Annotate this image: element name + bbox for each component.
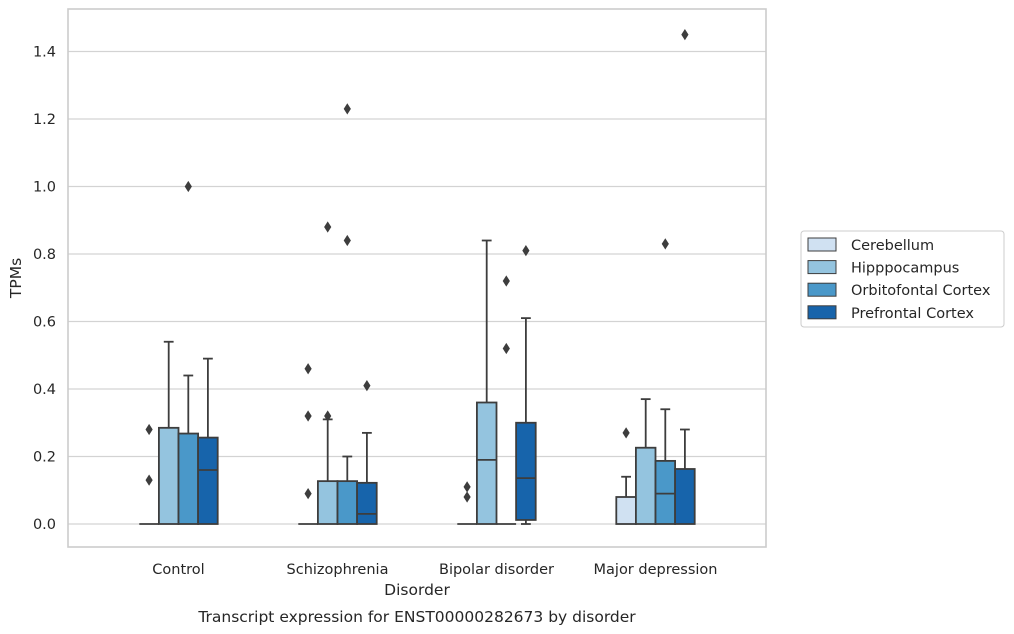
- legend-label: Prefrontal Cortex: [851, 306, 974, 322]
- outlier-point: [502, 275, 510, 287]
- legend-swatch: [807, 260, 837, 275]
- box-body: [615, 496, 637, 525]
- box-orbitofontal-cortex: [654, 238, 677, 525]
- outlier-point: [343, 103, 351, 115]
- box-body: [475, 401, 498, 525]
- box-hipppocampus: [635, 398, 657, 525]
- box-body: [356, 481, 378, 525]
- y-tick-label: 1.4: [33, 45, 56, 61]
- legend: Cerebellum Hipppocampus Orbitofontal Corte…: [800, 230, 1005, 328]
- y-tick-label: 0.6: [33, 315, 56, 331]
- legend-item: Cerebellum: [807, 237, 934, 254]
- box-body: [197, 436, 219, 525]
- legend-item: Prefrontal Cortex: [807, 305, 974, 322]
- outlier-point: [622, 427, 630, 439]
- x-tick-label: Major depression: [594, 562, 718, 578]
- legend-swatch: [807, 237, 837, 252]
- box-prefrontal-cortex: [197, 357, 219, 525]
- box-cerebellum: [139, 423, 159, 525]
- outlier-point: [145, 423, 153, 436]
- outlier-point: [343, 234, 351, 247]
- outlier-point: [363, 380, 371, 392]
- box-prefrontal-cortex: [356, 380, 378, 525]
- y-tick-label: 0.0: [33, 517, 56, 533]
- outlier-point: [681, 29, 689, 41]
- box-orbitofontal-cortex: [336, 103, 359, 525]
- outlier-point: [324, 221, 332, 233]
- legend-item: Orbitofontal Cortex: [807, 282, 991, 299]
- outlier-point: [184, 180, 192, 193]
- y-tick-label: 1.2: [33, 112, 56, 128]
- box-body: [515, 421, 537, 521]
- box-hipppocampus: [475, 239, 498, 525]
- box-hipppocampus: [157, 340, 180, 525]
- outlier-point: [145, 474, 153, 486]
- outlier-point: [304, 410, 312, 422]
- box-body: [635, 446, 657, 525]
- plot-frame: [67, 8, 767, 548]
- y-tick-label: 0.8: [33, 247, 56, 263]
- y-tick-label: 0.4: [33, 382, 56, 398]
- box-cerebellum: [298, 363, 318, 525]
- legend-swatch: [807, 282, 837, 297]
- outlier-point: [522, 245, 530, 257]
- x-tick-label: Schizophrenia: [287, 562, 389, 578]
- legend-label: Hipppocampus: [851, 261, 959, 277]
- legend-frame: [800, 230, 1005, 328]
- y-tick-label: 0.2: [33, 450, 56, 466]
- legend-swatch: [807, 305, 837, 320]
- y-tick-labels: 0.0 0.2 0.4 0.6 0.8 1.0 1.2 1.4: [33, 45, 56, 534]
- outlier-point: [661, 238, 669, 250]
- x-tick-label: Control: [152, 562, 204, 578]
- legend-item: Hipppocampus: [807, 260, 959, 277]
- outlier-point: [463, 491, 471, 503]
- box-body: [674, 468, 696, 525]
- outlier-point: [502, 342, 510, 355]
- box-body: [157, 426, 180, 525]
- legend-label: Cerebellum: [851, 238, 934, 254]
- box-body: [336, 480, 359, 525]
- box-groups: [139, 29, 696, 525]
- box-body: [177, 432, 200, 525]
- outlier-point: [324, 410, 332, 422]
- outlier-point: [463, 481, 471, 493]
- y-axis-label: TPMs: [7, 258, 25, 299]
- legend-label: Orbitofontal Cortex: [851, 283, 991, 299]
- x-tick-labels: Control Schizophrenia Bipolar disorder Majo…: [152, 562, 717, 578]
- chart-caption: Transcript expression for ENST0000028267…: [197, 608, 636, 626]
- box-orbitofontal-cortex: [496, 275, 517, 525]
- box-prefrontal-cortex: [674, 29, 696, 525]
- box-prefrontal-cortex: [515, 245, 537, 525]
- x-axis-label: Disorder: [384, 581, 450, 599]
- outlier-point: [304, 488, 312, 500]
- box-cerebellum: [457, 481, 477, 525]
- y-tick-label: 1.0: [33, 180, 56, 196]
- box-body: [316, 480, 339, 525]
- x-tick-label: Bipolar disorder: [439, 562, 554, 578]
- box-body: [654, 459, 677, 525]
- outlier-point: [304, 363, 312, 375]
